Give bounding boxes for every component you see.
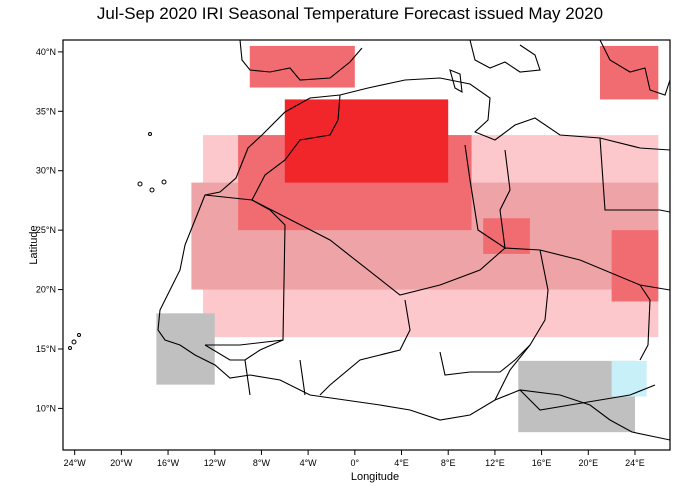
y-tick-label: 10°N xyxy=(36,403,56,413)
x-axis-title: Longitude xyxy=(351,471,399,483)
y-tick-label: 25°N xyxy=(36,225,56,235)
x-tick-label: 24°W xyxy=(64,458,87,468)
border-morocco-algeria xyxy=(251,94,341,201)
coastline-africa xyxy=(157,77,670,441)
borders xyxy=(157,40,670,441)
x-tick-label: 0° xyxy=(351,458,360,468)
x-tick-label: 20°E xyxy=(578,458,598,468)
border-mali-niger xyxy=(319,299,411,396)
border-car xyxy=(519,384,656,411)
x-tick-label: 8°W xyxy=(253,458,271,468)
x-tick-label: 24°E xyxy=(625,458,645,468)
x-tick-label: 12°E xyxy=(485,458,505,468)
x-axis: 24°W 20°W 16°W 12°W 8°W 4°W 0° 4°E 8°E 12°E 16°E 20… xyxy=(64,450,645,468)
x-tick-label: 8°E xyxy=(441,458,456,468)
x-tick-label: 4°E xyxy=(394,458,409,468)
border-west-africa xyxy=(204,339,306,396)
border-nigeria xyxy=(439,344,531,376)
x-tick-label: 16°E xyxy=(532,458,552,468)
coastline-italy xyxy=(469,40,541,73)
y-tick-label: 30°N xyxy=(36,166,56,176)
x-tick-label: 20°W xyxy=(110,458,133,468)
shade-below-normal xyxy=(611,360,647,397)
islands xyxy=(68,132,167,350)
border-libya xyxy=(464,144,511,250)
shade-above-strong xyxy=(611,230,659,302)
y-axis: 10°N 15°N 20°N 25°N 30°N 35°N 40°N xyxy=(36,47,63,413)
y-tick-label: 40°N xyxy=(36,47,56,57)
shade-above-very-strong xyxy=(284,99,449,183)
y-tick-label: 15°N xyxy=(36,344,56,354)
border-niger-chad xyxy=(494,249,549,401)
x-tick-label: 16°W xyxy=(157,458,180,468)
shade-above-strong xyxy=(599,45,659,100)
coastline-sardinia xyxy=(449,69,463,94)
y-tick-label: 20°N xyxy=(36,285,56,295)
y-tick-label: 35°N xyxy=(36,106,56,116)
coastline-greece xyxy=(599,40,670,96)
border-mauritania-mali xyxy=(251,199,670,296)
border-egypt xyxy=(599,137,670,213)
border-sudan xyxy=(639,284,651,361)
coastline-iberia xyxy=(239,40,363,81)
x-tick-label: 4°W xyxy=(300,458,318,468)
x-tick-label: 12°W xyxy=(204,458,227,468)
forecast-shading xyxy=(156,45,659,433)
plot-frame xyxy=(62,39,671,451)
y-axis-title: Latitude xyxy=(28,225,40,264)
shade-above-strong xyxy=(249,45,355,88)
map-title: Jul-Sep 2020 IRI Seasonal Temperature Fo… xyxy=(96,4,604,23)
